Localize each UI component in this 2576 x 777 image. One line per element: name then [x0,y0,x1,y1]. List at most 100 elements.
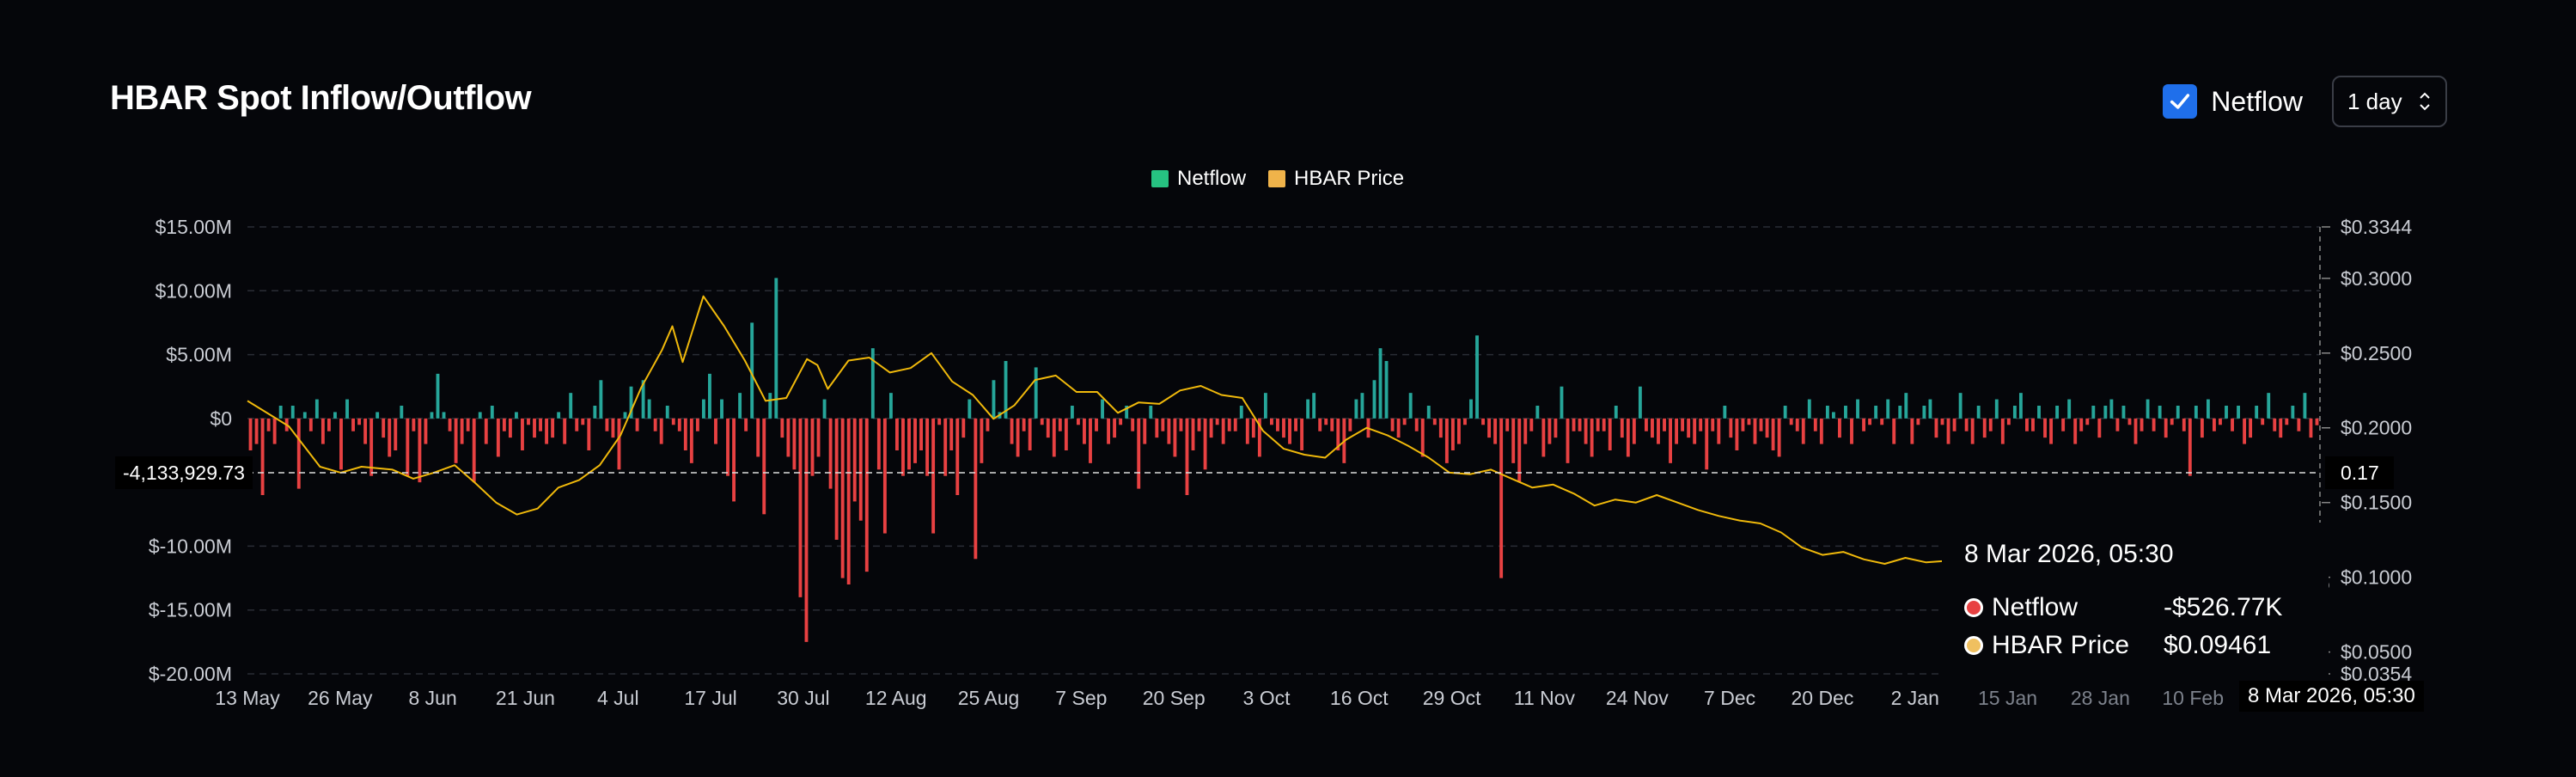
chart-controls: Netflow 1 day [2163,76,2447,127]
left-axis-tick-label: $-15.00M [149,599,232,621]
netflow-bar [2091,406,2096,419]
netflow-bar [2188,418,2192,476]
netflow-bar [1420,418,1425,457]
netflow-bar [2261,418,2265,425]
netflow-bar [1185,418,1189,495]
netflow-bar [1493,418,1498,444]
netflow-bar [430,412,434,419]
netflow-bar [1251,418,1255,438]
netflow-bar [1408,393,1413,419]
netflow-bar [1028,418,1032,450]
netflow-bar [623,412,627,419]
netflow-bar [1161,418,1165,431]
netflow-bar [2109,399,2114,419]
netflow-bar [1789,418,1793,425]
netflow-bar [804,418,809,642]
netflow-bar [708,373,711,419]
netflow-bar [1523,418,1528,444]
netflow-bar [1795,418,1799,431]
netflow-bar [2006,418,2011,425]
netflow-bar [260,418,265,495]
netflow-bar [1940,418,1944,425]
netflow-bar [882,418,887,534]
right-axis-tick-label: $0.2500 [2341,342,2412,364]
netflow-bar [1167,418,1171,444]
legend-item-price[interactable]: HBAR Price [1268,167,1404,191]
netflow-bar [1994,399,1999,419]
netflow-bar [1952,418,1956,431]
netflow-bar [780,418,784,438]
x-axis-tick-label: 15 Jan [1978,687,2037,709]
netflow-bar [992,380,996,419]
netflow-bar [1390,418,1395,431]
netflow-bar [1590,418,1594,457]
x-axis-tick-label: 7 Dec [1704,687,1755,709]
netflow-bar [1263,393,1267,419]
netflow-bar [1215,418,1219,425]
netflow-bar [2037,406,2041,419]
netflow-bar [1717,418,1721,444]
netflow-bar [659,418,663,444]
netflow-bar [2309,418,2313,438]
netflow-bar [2206,399,2210,419]
netflow-bar [822,399,827,419]
netflow-bar [1825,406,1829,419]
netflow-bar [1083,418,1086,444]
netflow-bar [1886,399,1890,419]
netflow-bar [1644,418,1648,431]
netflow-bar [2249,418,2253,438]
netflow-bar [1729,418,1733,438]
netflow-bar [1747,418,1751,425]
netflow-bar [1777,418,1781,457]
netflow-bar [1257,418,1261,457]
netflow-bar [1602,418,1606,431]
netflow-bar [1868,418,1872,425]
netflow-bar [974,418,978,560]
netflow-bar [1282,418,1285,438]
netflow-bar [1046,418,1050,438]
netflow-bar [2031,418,2035,431]
netflow-bar [1681,418,1685,431]
x-axis-tick-label: 28 Jan [2071,687,2130,709]
netflow-bar [1958,393,1963,419]
netflow-bar [557,412,561,419]
interval-select[interactable]: 1 day [2332,76,2447,127]
netflow-bar [1004,361,1008,419]
netflow-bar [1632,418,1636,444]
netflow-bar [2182,418,2186,431]
netflow-bar [1101,399,1104,419]
netflow-bar [533,418,536,438]
netflow-bar [1669,418,1672,463]
tooltip-value-netflow: -$526.77K [2164,593,2283,621]
left-axis-tick-label: $10.00M [155,279,232,302]
netflow-bar [1245,418,1249,444]
netflow-bar [774,278,778,419]
netflow-bar [2194,406,2198,419]
x-axis-tick-label: 24 Nov [1606,687,1669,709]
netflow-checkbox[interactable] [2163,84,2198,119]
netflow-bar [2158,406,2162,419]
x-axis-tick-label: 17 Jul [684,687,736,709]
netflow-bar [266,418,271,431]
netflow-bar [1288,418,1291,444]
netflow-bar [750,322,754,419]
netflow-bar [545,418,549,444]
netflow-bar [720,399,723,419]
netflow-bar [1131,418,1135,431]
netflow-bar [406,418,410,476]
netflow-bar [1089,418,1092,463]
netflow-bar [1970,418,1975,444]
netflow-bar [1572,418,1576,431]
netflow-bar [1052,418,1056,457]
right-axis-tick-label: $0.2000 [2341,417,2412,439]
netflow-bar [1481,418,1485,425]
netflow-bar [1450,418,1455,450]
netflow-bar [949,418,954,450]
netflow-bar [689,418,693,463]
netflow-bar [1638,386,1642,419]
legend-item-netflow[interactable]: Netflow [1151,167,1246,191]
netflow-bar [1657,418,1660,444]
netflow-bar [1807,399,1811,419]
chart-legend: Netflow HBAR Price [1151,167,1404,191]
